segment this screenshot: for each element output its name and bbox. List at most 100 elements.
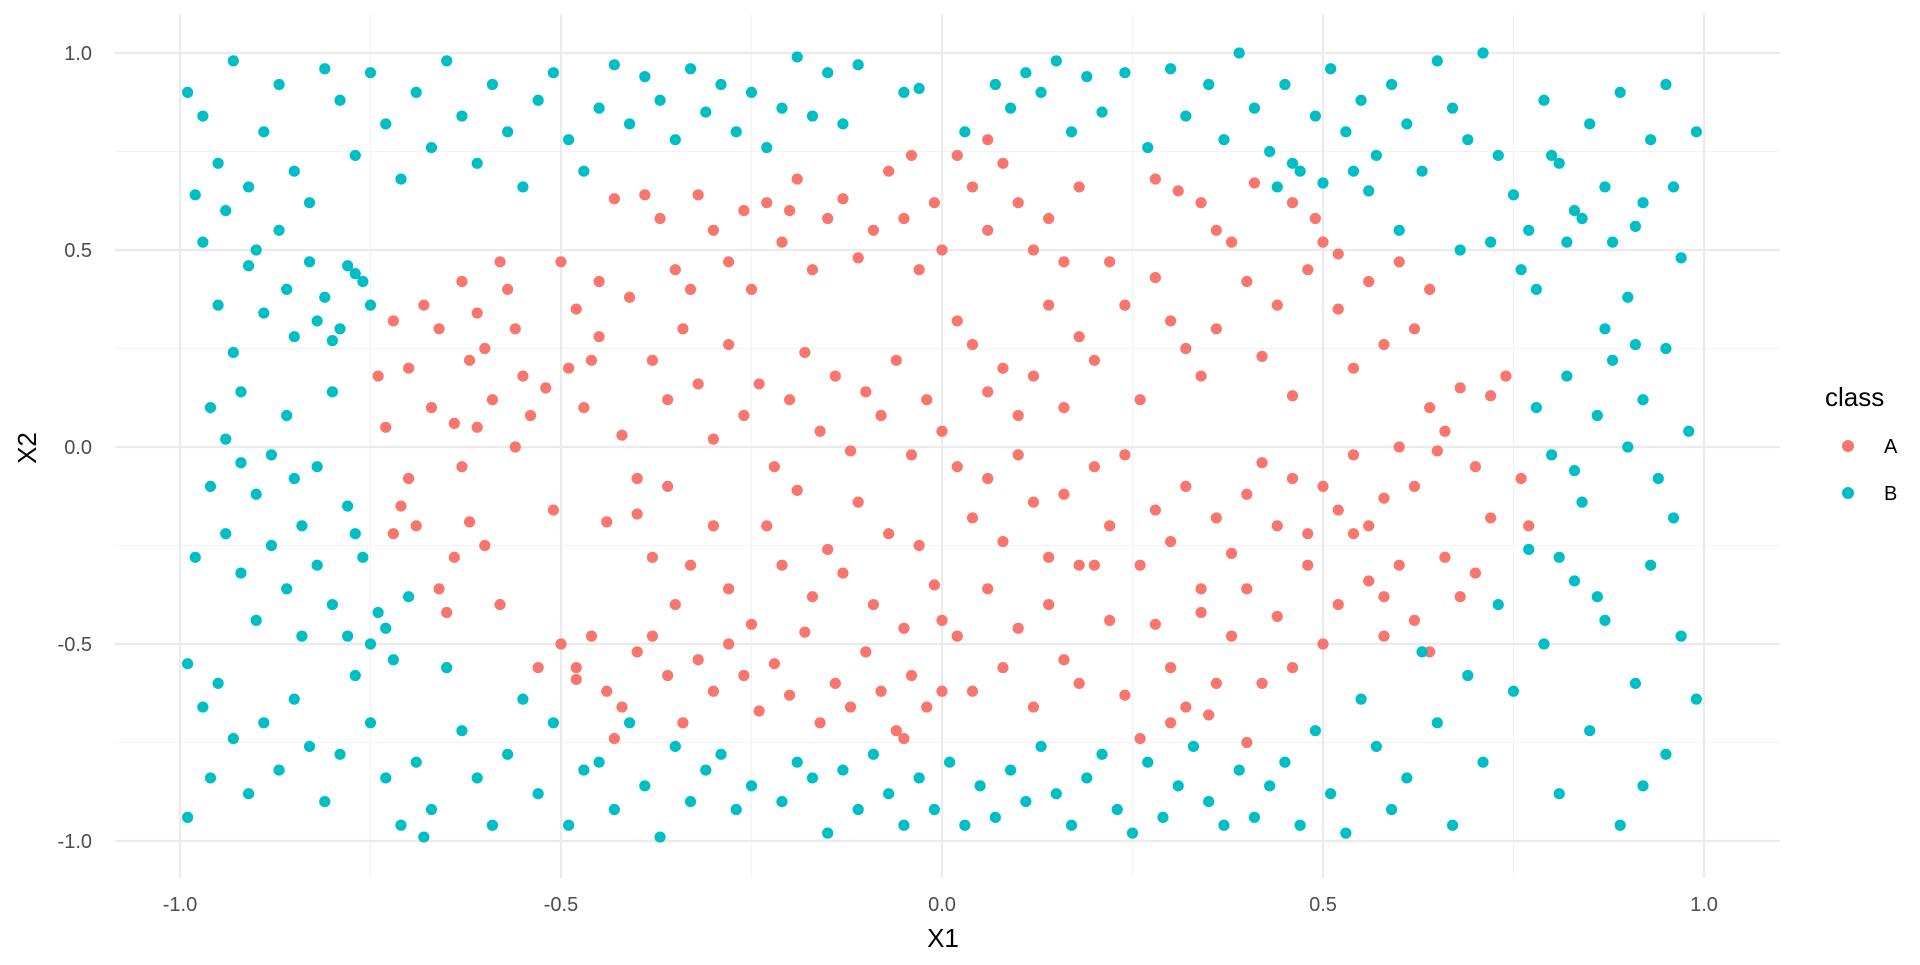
data-point-class-A [966,685,979,697]
data-point-class-A [692,654,704,666]
data-point-class-B [1614,86,1626,98]
data-point-class-B [380,622,392,634]
data-point-class-B [395,819,407,831]
data-point-class-A [1454,591,1466,603]
data-point-class-A [951,315,963,327]
data-point-class-B [837,118,849,130]
data-point-class-A [898,732,910,745]
data-point-class-A [502,283,514,295]
data-point-class-B [1187,740,1200,753]
data-point-class-A [745,283,758,295]
data-point-class-A [966,338,979,351]
data-point-class-B [1347,165,1360,177]
data-point-class-A [936,244,948,256]
data-point-class-B [1317,177,1329,189]
data-point-class-A [966,512,979,524]
data-point-class-B [273,764,285,776]
data-point-class-A [1027,496,1040,508]
data-point-class-B [623,118,636,130]
data-point-class-B [1660,748,1672,760]
data-point-class-A [776,236,788,248]
data-point-class-A [486,394,499,406]
y-tick-label: -1.0 [58,831,92,853]
data-point-class-A [1225,236,1238,248]
data-point-class-A [860,646,872,658]
data-point-class-A [433,323,445,335]
data-point-class-B [1416,165,1428,177]
data-point-class-A [425,402,438,414]
data-point-class-B [1035,86,1047,98]
data-point-class-B [898,86,910,98]
data-point-class-A [1378,591,1390,603]
data-point-class-A [654,212,666,225]
data-point-class-A [1073,331,1085,343]
data-point-class-A [448,417,460,429]
data-point-class-B [1584,725,1596,737]
data-point-class-B [1492,149,1504,162]
data-point-class-A [471,421,483,433]
data-point-class-B [852,803,864,816]
data-point-class-B [1203,796,1215,808]
data-point-class-A [745,618,758,630]
data-point-class-A [966,181,979,193]
data-point-class-B [486,78,499,91]
data-point-class-B [1363,185,1375,197]
data-point-class-B [1523,224,1535,236]
data-point-class-A [1439,551,1451,563]
data-point-class-B [1454,244,1466,256]
data-point-class-A [997,662,1009,674]
data-point-class-A [1180,480,1192,492]
data-point-class-B [745,86,758,98]
data-point-class-A [814,717,826,729]
data-point-class-A [1012,449,1024,461]
data-point-class-B [669,134,681,146]
data-point-class-B [852,59,864,71]
data-point-class-A [928,579,940,591]
data-point-class-A [1165,717,1177,729]
data-point-class-B [296,520,308,532]
data-point-class-A [1256,457,1268,469]
data-point-class-B [265,449,278,461]
data-point-class-B [1065,126,1078,138]
data-point-class-B [883,788,895,800]
data-point-class-B [265,539,278,552]
data-point-class-A [662,394,674,406]
data-point-class-B [822,67,834,79]
data-point-class-B [1462,669,1474,682]
data-point-class-A [829,677,841,690]
data-point-class-A [593,331,605,343]
data-point-class-A [646,551,659,563]
data-point-class-A [1225,547,1238,559]
data-point-class-A [448,551,460,563]
data-point-class-B [471,772,483,784]
data-point-class-A [723,256,735,268]
data-point-class-A [829,370,841,382]
data-point-class-A [1241,583,1253,595]
data-point-class-A [1256,677,1268,690]
data-point-class-B [1523,543,1535,556]
data-point-class-A [707,520,720,532]
data-point-class-A [1104,614,1116,626]
data-point-class-A [1393,441,1405,453]
data-point-class-A [1515,472,1527,485]
data-point-class-B [1004,764,1017,776]
data-point-class-A [837,567,849,579]
data-point-class-A [1271,610,1283,623]
data-point-class-A [1378,492,1390,504]
data-point-class-B [1393,224,1405,236]
data-point-class-A [1241,736,1253,749]
data-point-class-B [684,63,697,75]
data-point-class-B [517,693,529,705]
data-point-class-A [997,535,1009,548]
data-point-class-B [281,583,293,595]
data-point-class-A [441,606,453,619]
data-point-class-B [1309,110,1321,122]
data-point-class-B [1462,134,1474,146]
data-point-class-A [1210,224,1222,236]
data-point-class-B [1294,165,1306,177]
data-point-class-A [608,193,620,205]
data-point-class-B [502,126,514,138]
data-point-class-A [936,425,948,437]
data-point-class-B [1286,157,1299,169]
data-point-class-B [326,335,338,347]
